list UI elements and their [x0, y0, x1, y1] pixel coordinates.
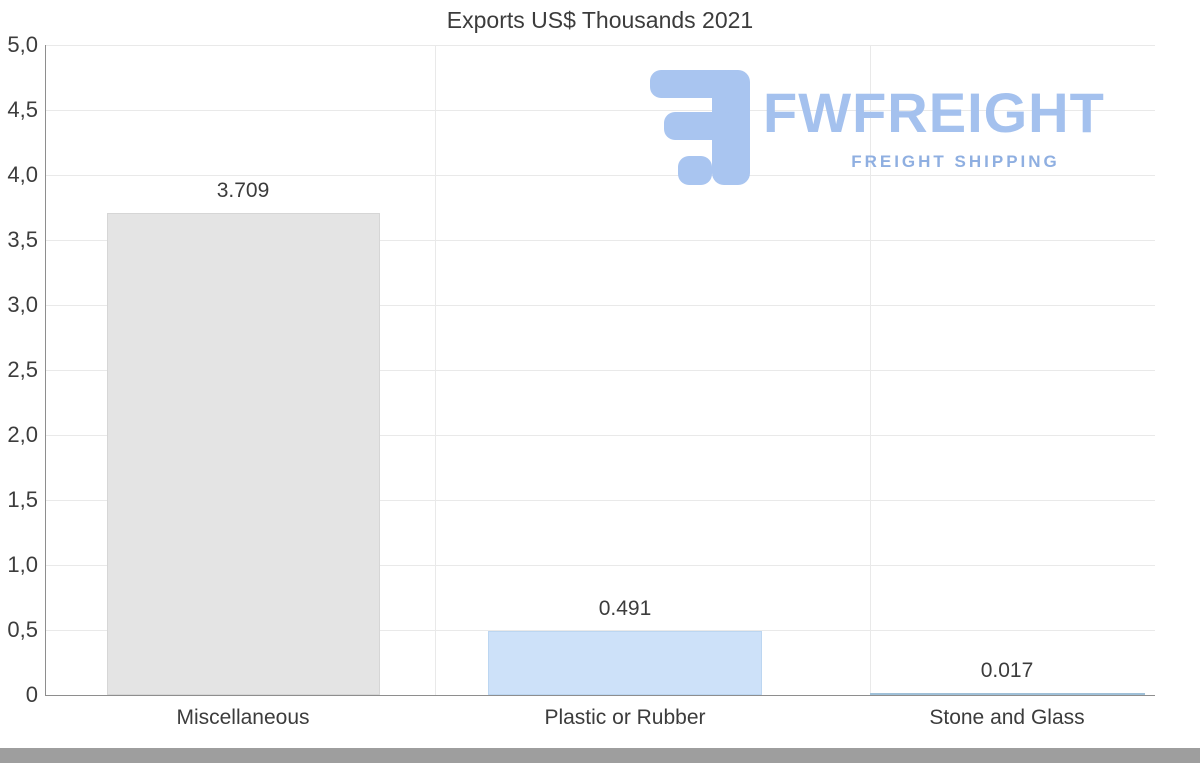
bar-stone-and-glass — [870, 693, 1145, 695]
y-axis-tick-label: 2,0 — [7, 422, 38, 447]
gridline-horizontal — [45, 500, 1155, 501]
y-axis-line — [45, 45, 46, 696]
bar-plastic-or-rubber — [488, 631, 762, 695]
gridline-vertical — [435, 45, 436, 695]
bar-value-label-miscellaneous: 3.709 — [216, 179, 270, 202]
y-axis-tick-label: 4,0 — [7, 162, 38, 187]
brand-name: FWFREIGHT — [763, 81, 1105, 144]
y-axis-tick-label: 2,5 — [7, 357, 38, 382]
fwfreight-logo-icon — [650, 70, 750, 185]
brand-tagline: FREIGHT SHIPPING — [851, 152, 1060, 171]
gridline-vertical — [870, 45, 871, 695]
y-axis-tick-label: 1,0 — [7, 552, 38, 577]
gridline-horizontal — [45, 240, 1155, 241]
gridline-horizontal — [45, 370, 1155, 371]
y-axis-tick-label: 5,0 — [7, 32, 38, 57]
gridline-horizontal — [45, 565, 1155, 566]
gridline-horizontal — [45, 435, 1155, 436]
gridline-horizontal — [45, 45, 1155, 46]
bar-value-label-stone-and-glass: 0.017 — [980, 659, 1034, 682]
category-label-stone-and-glass: Stone and Glass — [929, 706, 1085, 729]
category-label-plastic-or-rubber: Plastic or Rubber — [544, 706, 706, 729]
gridline-horizontal — [45, 630, 1155, 631]
bottom-bar — [0, 748, 1200, 763]
x-axis-line — [45, 695, 1155, 696]
category-label-miscellaneous: Miscellaneous — [176, 706, 310, 729]
chart-title: Exports US$ Thousands 2021 — [446, 7, 754, 33]
y-axis-tick-label: 0,5 — [7, 617, 38, 642]
y-axis-tick-label: 1,5 — [7, 487, 38, 512]
bar-value-label-plastic-or-rubber: 0.491 — [598, 597, 652, 620]
y-axis-tick-label: 4,5 — [7, 97, 38, 122]
bar-miscellaneous — [107, 213, 380, 695]
gridline-horizontal — [45, 110, 1155, 111]
y-axis-tick-label: 3,0 — [7, 292, 38, 317]
y-axis-tick-label: 3,5 — [7, 227, 38, 252]
y-axis-tick-label: 0 — [25, 682, 38, 707]
gridline-horizontal — [45, 175, 1155, 176]
gridline-horizontal — [45, 305, 1155, 306]
